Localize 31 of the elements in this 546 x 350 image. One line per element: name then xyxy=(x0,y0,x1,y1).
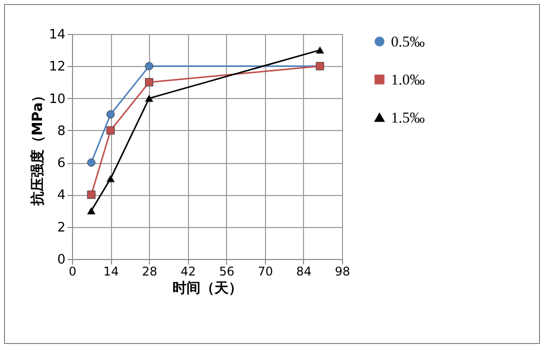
x-tick-label: 70 xyxy=(258,264,273,278)
y-tick-label: 0 xyxy=(57,252,66,268)
x-tick-label: 98 xyxy=(334,264,350,278)
point xyxy=(316,46,324,54)
x-tick-label: 28 xyxy=(142,264,158,278)
x-tick-label: 0 xyxy=(68,264,76,278)
x-tick-label: 14 xyxy=(103,264,119,278)
legend-label: 0.5‰ xyxy=(391,34,425,50)
y-tick-label: 2 xyxy=(57,220,66,236)
y-tick-label: 14 xyxy=(48,28,66,42)
y-tick-label: 10 xyxy=(48,92,66,107)
point xyxy=(87,207,96,214)
point xyxy=(106,126,115,135)
y-tick-label: 4 xyxy=(57,188,66,204)
legend-label: 1.0‰ xyxy=(391,72,425,88)
x-axis-title: 时间（天） xyxy=(172,280,242,296)
legend-label: 1.5‰ xyxy=(391,110,425,126)
y-tick-label: 12 xyxy=(48,60,66,75)
point xyxy=(87,158,96,167)
x-tick-label: 56 xyxy=(219,264,234,278)
y-tick-label: 6 xyxy=(57,156,66,172)
point xyxy=(106,175,115,182)
point xyxy=(87,190,96,199)
point xyxy=(145,62,154,70)
y-tick-label: 8 xyxy=(57,124,66,139)
y-axis-title: 抗压强度（MPa） xyxy=(28,88,46,207)
point xyxy=(145,78,154,86)
x-tick-label: 42 xyxy=(180,264,196,278)
point xyxy=(106,110,115,118)
x-tick-label: 84 xyxy=(296,264,312,278)
point xyxy=(145,94,154,102)
